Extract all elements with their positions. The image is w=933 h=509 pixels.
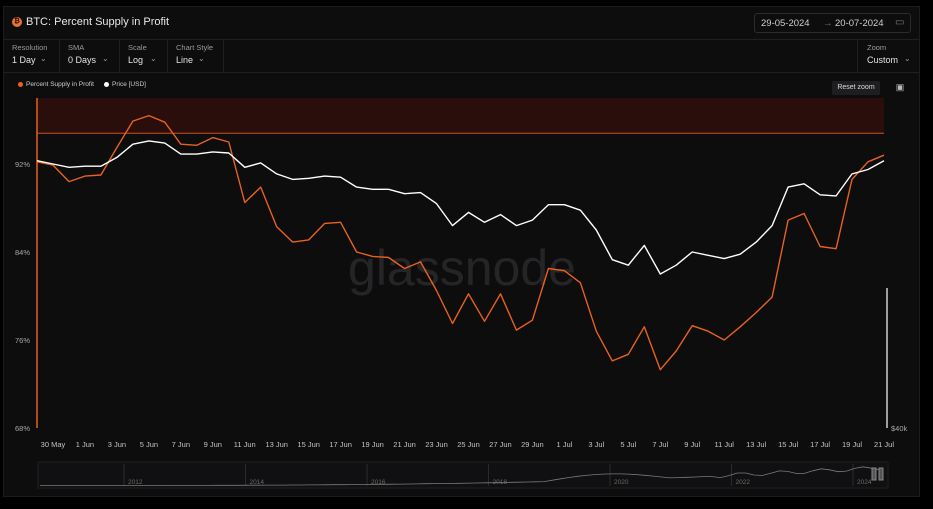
legend-label: Percent Supply in Profit — [26, 81, 94, 88]
date-arrow-icon: → — [823, 18, 833, 29]
scale-value[interactable]: Log — [128, 55, 144, 65]
y-tick-label: 76% — [15, 336, 30, 345]
x-tick-label: 3 Jun — [108, 440, 126, 449]
camera-icon[interactable]: ▣ — [895, 82, 905, 92]
x-tick-label: 11 Jun — [234, 440, 256, 449]
x-tick-label: 21 Jun — [393, 440, 416, 449]
x-tick-label: 17 Jun — [329, 440, 352, 449]
scale-label: Scale — [128, 43, 147, 52]
x-tick-label: 27 Jun — [489, 440, 512, 449]
chevron-down-icon: ⌄ — [904, 54, 911, 63]
chevron-down-icon: ⌄ — [40, 54, 47, 63]
legend-label: Price [USD] — [112, 81, 146, 88]
navigator-year-label: 2024 — [857, 479, 872, 486]
x-tick-label: 1 Jul — [556, 440, 572, 449]
resolution-value[interactable]: 1 Day — [12, 55, 36, 65]
zoom-select[interactable]: Zoom Custom ⌄ — [857, 39, 920, 72]
chevron-down-icon: ⌄ — [102, 54, 109, 63]
sma-select[interactable]: SMA 0 Days ⌄ — [60, 39, 120, 72]
series-line-supply[interactable] — [36, 114, 885, 371]
x-tick-label: 7 Jul — [652, 440, 668, 449]
chart-header: ₿ BTC: Percent Supply in Profit 29-05-20… — [4, 7, 919, 40]
legend-item-price[interactable]: Price [USD] — [104, 81, 146, 88]
x-tick-label: 7 Jun — [172, 440, 190, 449]
x-tick-label: 19 Jul — [842, 440, 862, 449]
chart-style-select[interactable]: Chart Style Line ⌄ — [168, 39, 224, 72]
highlight-band — [37, 98, 884, 134]
chart-style-label: Chart Style — [176, 43, 214, 52]
legend-dot-icon — [18, 81, 23, 87]
x-tick-label: 25 Jun — [457, 440, 480, 449]
navigator-year-label: 2012 — [128, 479, 143, 486]
sma-value[interactable]: 0 Days — [68, 55, 97, 65]
reset-zoom-button[interactable]: Reset zoom — [832, 81, 880, 95]
watermark: glassnode — [348, 240, 576, 296]
x-tick-label: 30 May — [41, 440, 66, 449]
resolution-select[interactable]: Resolution 1 Day ⌄ — [4, 39, 60, 72]
zoom-value[interactable]: Custom — [867, 55, 899, 65]
chart-panel: ₿ BTC: Percent Supply in Profit 29-05-20… — [3, 6, 920, 497]
navigator-series — [40, 466, 881, 486]
x-tick-label: 13 Jul — [746, 440, 766, 449]
legend-item-supply[interactable]: Percent Supply in Profit — [18, 81, 94, 88]
series-line-price[interactable] — [36, 140, 885, 275]
x-tick-label: 29 Jun — [521, 440, 544, 449]
chart-controls: Resolution 1 Day ⌄ SMA 0 Days ⌄ Scale Lo… — [4, 39, 919, 73]
x-tick-label: 15 Jun — [297, 440, 320, 449]
x-tick-label: 11 Jul — [714, 440, 734, 449]
resolution-label: Resolution — [12, 43, 48, 52]
x-tick-label: 3 Jul — [588, 440, 604, 449]
x-tick-label: 21 Jul — [874, 440, 894, 449]
x-tick-label: 17 Jul — [810, 440, 830, 449]
x-tick-label: 5 Jun — [140, 440, 158, 449]
date-range-picker[interactable]: 29-05-2024 → 20-07-2024 ▭ — [754, 13, 911, 33]
x-tick-label: 9 Jul — [684, 440, 700, 449]
bitcoin-icon: ₿ — [12, 17, 22, 27]
range-navigator[interactable] — [37, 461, 889, 489]
navigator-handle-left[interactable] — [871, 467, 877, 481]
chevron-down-icon: ⌄ — [150, 54, 157, 63]
y-right-tick-label: $40k — [891, 424, 908, 433]
x-tick-label: 13 Jun — [265, 440, 288, 449]
x-tick-label: 9 Jun — [204, 440, 222, 449]
date-to[interactable]: 20-07-2024 — [835, 18, 884, 29]
navigator-year-label: 2014 — [250, 479, 265, 486]
navigator-year-label: 2022 — [736, 479, 751, 486]
y-tick-label: 92% — [15, 160, 30, 169]
y-tick-label: 84% — [15, 248, 30, 257]
page-title: BTC: Percent Supply in Profit — [26, 16, 170, 28]
x-tick-label: 15 Jul — [778, 440, 798, 449]
navigator-handle-right[interactable] — [878, 467, 884, 481]
x-tick-label: 1 Jun — [76, 440, 94, 449]
chart-style-value[interactable]: Line — [176, 55, 194, 65]
navigator-year-label: 2016 — [371, 479, 386, 486]
x-tick-label: 23 Jun — [425, 440, 448, 449]
scale-select[interactable]: Scale Log ⌄ — [120, 39, 168, 72]
x-tick-label: 5 Jul — [620, 440, 636, 449]
navigator-year-label: 2020 — [614, 479, 629, 486]
y-tick-label: 68% — [15, 424, 30, 433]
x-tick-label: 19 Jun — [361, 440, 384, 449]
zoom-label: Zoom — [867, 43, 887, 52]
legend-dot-icon — [104, 81, 109, 87]
chevron-down-icon: ⌄ — [198, 54, 205, 63]
sma-label: SMA — [68, 43, 85, 52]
calendar-icon[interactable]: ▭ — [895, 17, 905, 28]
date-from[interactable]: 29-05-2024 — [761, 18, 810, 29]
